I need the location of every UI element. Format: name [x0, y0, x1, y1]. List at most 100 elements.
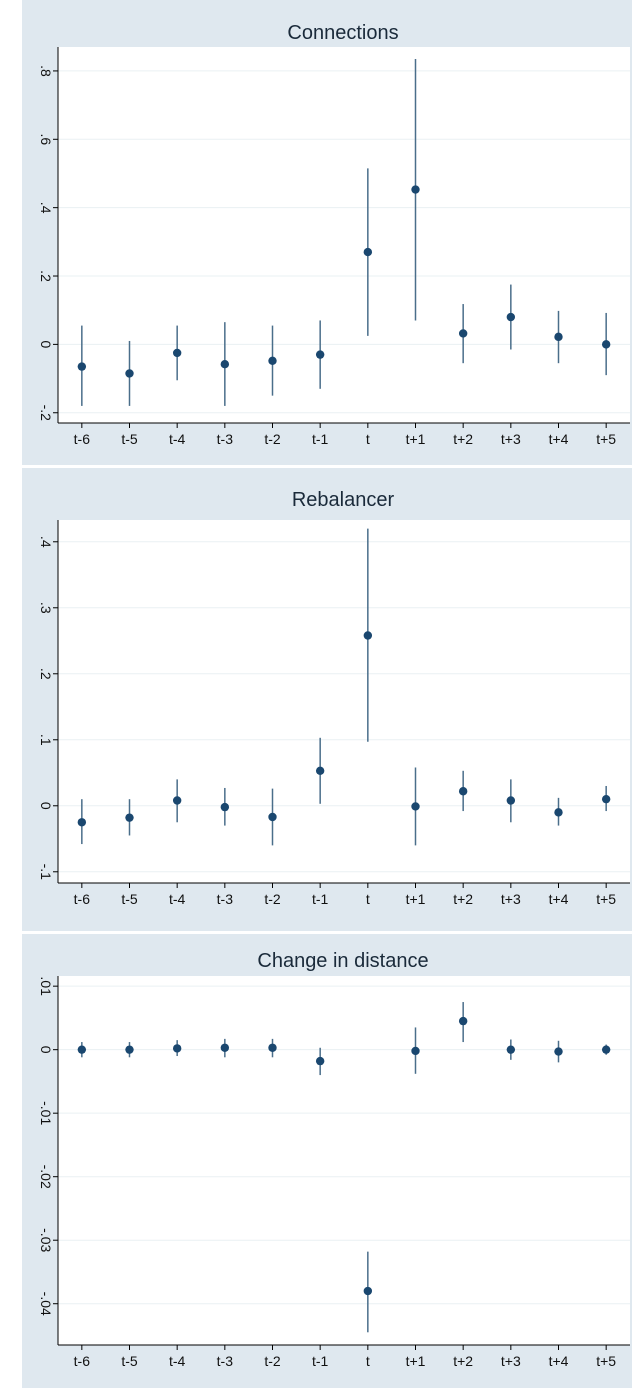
data-point — [125, 1045, 134, 1054]
x-tick-label: t+2 — [453, 1353, 473, 1369]
x-tick-label: t+5 — [596, 1353, 616, 1369]
y-tick-label: -.2 — [38, 405, 54, 422]
data-point — [125, 369, 134, 378]
x-tick-label: t+5 — [596, 431, 616, 447]
y-tick-label: .6 — [38, 133, 54, 145]
rebalancer-panel: Rebalancer -.1 0 .1 .2 .3 .4 t-6 t-5 t-4 t-3 t-2 t-… — [22, 468, 632, 931]
data-point — [220, 360, 230, 369]
x-tick-label: t+2 — [453, 891, 473, 907]
data-point — [77, 362, 87, 371]
x-tick-label: t+1 — [406, 1353, 426, 1369]
y-tick-label: -.01 — [38, 1101, 54, 1125]
change-in-distance-chart: Change in distance -.04 -.03 -.02 -.01 0 .01 t… — [38, 950, 630, 1369]
connections-panel: Connections -.2 0 .2 .4 .6 .8 t-6 t-5 t-4 t-3 t-2 t… — [22, 0, 632, 465]
data-point — [554, 1047, 563, 1056]
data-point — [411, 802, 420, 811]
data-point — [315, 350, 325, 359]
x-tick-label: t-6 — [74, 1353, 91, 1369]
x-tick-label: t-1 — [312, 891, 329, 907]
data-point — [172, 1044, 182, 1053]
y-tick-label: 0 — [38, 340, 54, 348]
x-tick-label: t — [366, 1353, 370, 1369]
change-in-distance-panel: Change in distance -.04 -.03 -.02 -.01 0 .01 t… — [22, 934, 632, 1388]
x-tick-label: t+3 — [501, 1353, 521, 1369]
y-tick-label: .2 — [38, 668, 54, 680]
x-tick-label: t-4 — [169, 891, 186, 907]
data-point — [77, 818, 87, 827]
data-point — [601, 1045, 611, 1054]
x-tick-label: t-2 — [264, 891, 281, 907]
y-tick-label: -.02 — [38, 1165, 54, 1189]
y-tick-label: .01 — [38, 976, 54, 996]
y-tick-label: .1 — [38, 734, 54, 746]
data-point — [363, 247, 373, 257]
y-tick-label: .3 — [38, 602, 54, 614]
data-point — [506, 1045, 516, 1054]
chart-title: Change in distance — [257, 950, 428, 972]
y-tick-label: -.04 — [38, 1292, 54, 1316]
x-tick-label: t+4 — [549, 1353, 569, 1369]
x-tick-label: t+5 — [596, 891, 616, 907]
x-tick-label: t — [366, 431, 370, 447]
y-tick-label: -.1 — [38, 864, 54, 881]
x-tick-label: t+3 — [501, 431, 521, 447]
data-point — [554, 808, 563, 817]
x-tick-label: t+1 — [406, 431, 426, 447]
data-point — [506, 796, 516, 805]
data-point — [458, 329, 468, 338]
y-tick-label: 0 — [38, 1046, 54, 1054]
x-tick-label: t-1 — [312, 431, 329, 447]
x-tick-label: t-1 — [312, 1353, 329, 1369]
data-point — [506, 312, 516, 322]
data-point — [601, 794, 611, 804]
y-tick-label: .2 — [38, 270, 54, 282]
data-point — [363, 1286, 373, 1296]
data-point — [77, 1045, 87, 1054]
x-tick-label: t-4 — [169, 431, 186, 447]
x-tick-label: t-5 — [121, 891, 138, 907]
x-tick-label: t+2 — [453, 431, 473, 447]
data-point — [554, 332, 563, 342]
x-tick-label: t-6 — [74, 431, 91, 447]
data-point — [220, 802, 230, 812]
data-point — [268, 356, 277, 365]
data-point — [268, 1043, 277, 1052]
rebalancer-chart: Rebalancer -.1 0 .1 .2 .3 .4 t-6 t-5 t-4 t-3 t-2 t-… — [38, 489, 630, 907]
y-tick-label: -.03 — [38, 1228, 54, 1252]
data-point — [172, 796, 182, 805]
data-point — [315, 1056, 325, 1066]
x-tick-label: t-5 — [121, 1353, 138, 1369]
data-point — [268, 812, 277, 822]
y-tick-label: .4 — [38, 536, 54, 548]
data-point — [601, 340, 611, 349]
plot-area — [58, 520, 630, 883]
data-point — [172, 348, 182, 358]
x-tick-label: t+4 — [549, 431, 569, 447]
y-tick-label: .4 — [38, 202, 54, 214]
x-tick-label: t+4 — [549, 891, 569, 907]
plot-area — [58, 976, 630, 1345]
x-tick-label: t-2 — [264, 431, 281, 447]
data-point — [411, 185, 420, 194]
x-tick-label: t — [366, 891, 370, 907]
y-tick-label: .8 — [38, 65, 54, 77]
data-point — [125, 813, 134, 822]
x-tick-label: t+1 — [406, 891, 426, 907]
y-tick-label: 0 — [38, 802, 54, 810]
data-point — [315, 766, 325, 775]
chart-title: Rebalancer — [292, 489, 395, 511]
x-tick-label: t-3 — [217, 891, 234, 907]
data-point — [363, 631, 373, 640]
data-point — [220, 1043, 230, 1052]
x-tick-label: t-3 — [217, 431, 234, 447]
x-tick-label: t-2 — [264, 1353, 281, 1369]
x-tick-label: t-6 — [74, 891, 91, 907]
x-tick-label: t-3 — [217, 1353, 234, 1369]
data-point — [411, 1046, 420, 1056]
plot-area — [58, 47, 630, 423]
connections-chart: Connections -.2 0 .2 .4 .6 .8 t-6 t-5 t-4 t-3 t-2 t… — [38, 22, 630, 447]
x-tick-label: t-5 — [121, 431, 138, 447]
data-point — [458, 787, 468, 796]
data-point — [458, 1016, 468, 1026]
